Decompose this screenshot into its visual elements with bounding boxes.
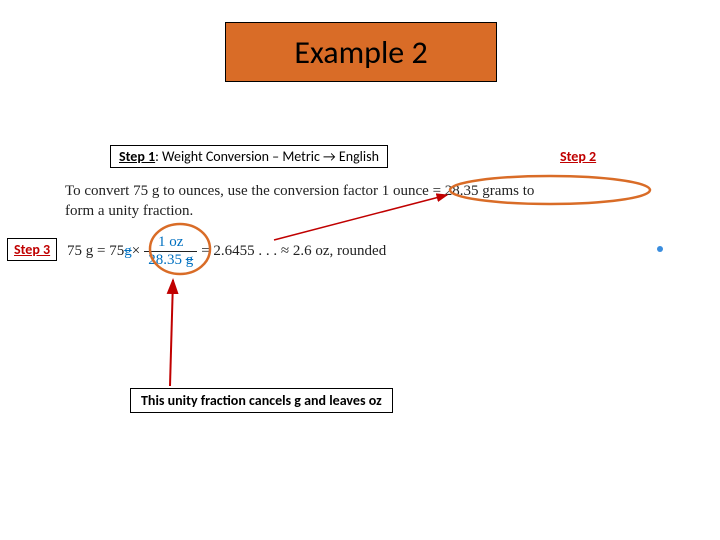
- convert-line-1: To convert 75 g to ounces, use the conve…: [65, 183, 534, 200]
- bullet-icon: [657, 246, 663, 252]
- unity-caption-box: This unity fraction cancels g and leaves…: [130, 388, 393, 413]
- math-equation: 75 g = 75 g × 1 oz 28.35 g = 2.6455 . . …: [67, 234, 386, 268]
- convert-line-2: form a unity fraction.: [65, 203, 193, 220]
- math-times: ×: [132, 243, 140, 260]
- step3-label: Step 3: [7, 238, 57, 261]
- step1-box: Step 1: Weight Conversion – Metric → Eng…: [110, 145, 388, 168]
- title-box: Example 2: [225, 22, 497, 82]
- step2-label: Step 2: [560, 148, 596, 165]
- math-fraction: 1 oz 28.35 g: [144, 234, 197, 268]
- math-fraction-den: 28.35 g: [144, 252, 197, 269]
- math-fraction-num: 1 oz: [144, 234, 197, 252]
- title-text: Example 2: [294, 33, 427, 72]
- math-g-strike-1: g: [124, 243, 132, 260]
- step1-rest: : Weight Conversion – Metric → English: [155, 148, 379, 165]
- math-g-strike-2: g: [186, 252, 194, 268]
- math-lhs: 75 g = 75: [67, 243, 124, 260]
- step1-prefix: Step 1: [119, 148, 155, 165]
- arrow-to-fraction: [170, 280, 173, 386]
- math-result: = 2.6455 . . . ≈ 2.6 oz, rounded: [201, 243, 386, 260]
